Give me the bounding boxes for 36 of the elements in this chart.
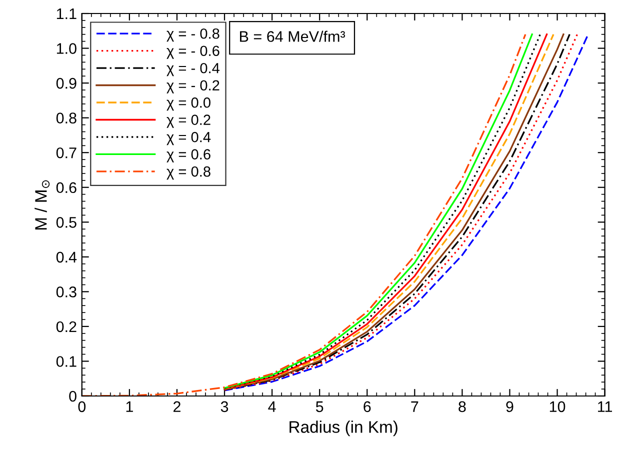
legend-label: χ = 0.6 xyxy=(166,149,210,162)
legend-label: χ = - 0.2 xyxy=(166,80,220,94)
y-tick-label: 0.1 xyxy=(56,356,76,367)
y-tick-label: 1.0 xyxy=(56,43,76,54)
legend-label: χ = 0.2 xyxy=(166,114,210,128)
x-tick-label: 3 xyxy=(220,401,228,412)
legend-label: χ = 0.4 xyxy=(166,132,211,146)
x-tick-label: 10 xyxy=(550,401,566,412)
y-tick-label: 0.4 xyxy=(56,252,77,263)
legend-label: χ = 0.0 xyxy=(166,97,210,111)
x-tick-label: 11 xyxy=(598,401,612,412)
legend-label: χ = - 0.8 xyxy=(166,28,220,42)
x-tick-label: 2 xyxy=(173,401,180,412)
x-tick-label: 7 xyxy=(411,401,418,412)
y-axis-title: M / M$_{⊙}$ xyxy=(34,180,50,230)
y-tick-label: 0.9 xyxy=(56,78,76,89)
legend-label: χ = - 0.4 xyxy=(166,62,220,76)
y-tick-label: 0 xyxy=(69,390,76,402)
x-tick-label: 8 xyxy=(458,401,466,412)
x-tick-label: 4 xyxy=(268,401,276,412)
y-tick-label: 0.3 xyxy=(56,286,76,298)
legend-label: χ = - 0.6 xyxy=(166,46,220,59)
y-tick-label: 0.7 xyxy=(56,147,76,158)
annotation: B = 64 MeV/fm³ xyxy=(240,30,346,42)
x-tick-label: 1 xyxy=(126,401,133,412)
x-tick-label: 0 xyxy=(78,401,86,412)
y-tick-label: 0.2 xyxy=(56,321,76,332)
x-tick-label: 6 xyxy=(364,401,371,412)
x-tick-label: 9 xyxy=(506,401,514,412)
x-axis-title: Radius (in Km) xyxy=(290,420,398,436)
y-tick-label: 0.6 xyxy=(56,182,76,194)
legend-label: χ = 0.8 xyxy=(166,166,210,180)
y-tick-label: 0.8 xyxy=(56,112,76,124)
x-tick-label: 5 xyxy=(316,401,324,412)
y-tick-label: 0.5 xyxy=(56,217,76,228)
y-tick-label: 1.1 xyxy=(56,8,76,20)
